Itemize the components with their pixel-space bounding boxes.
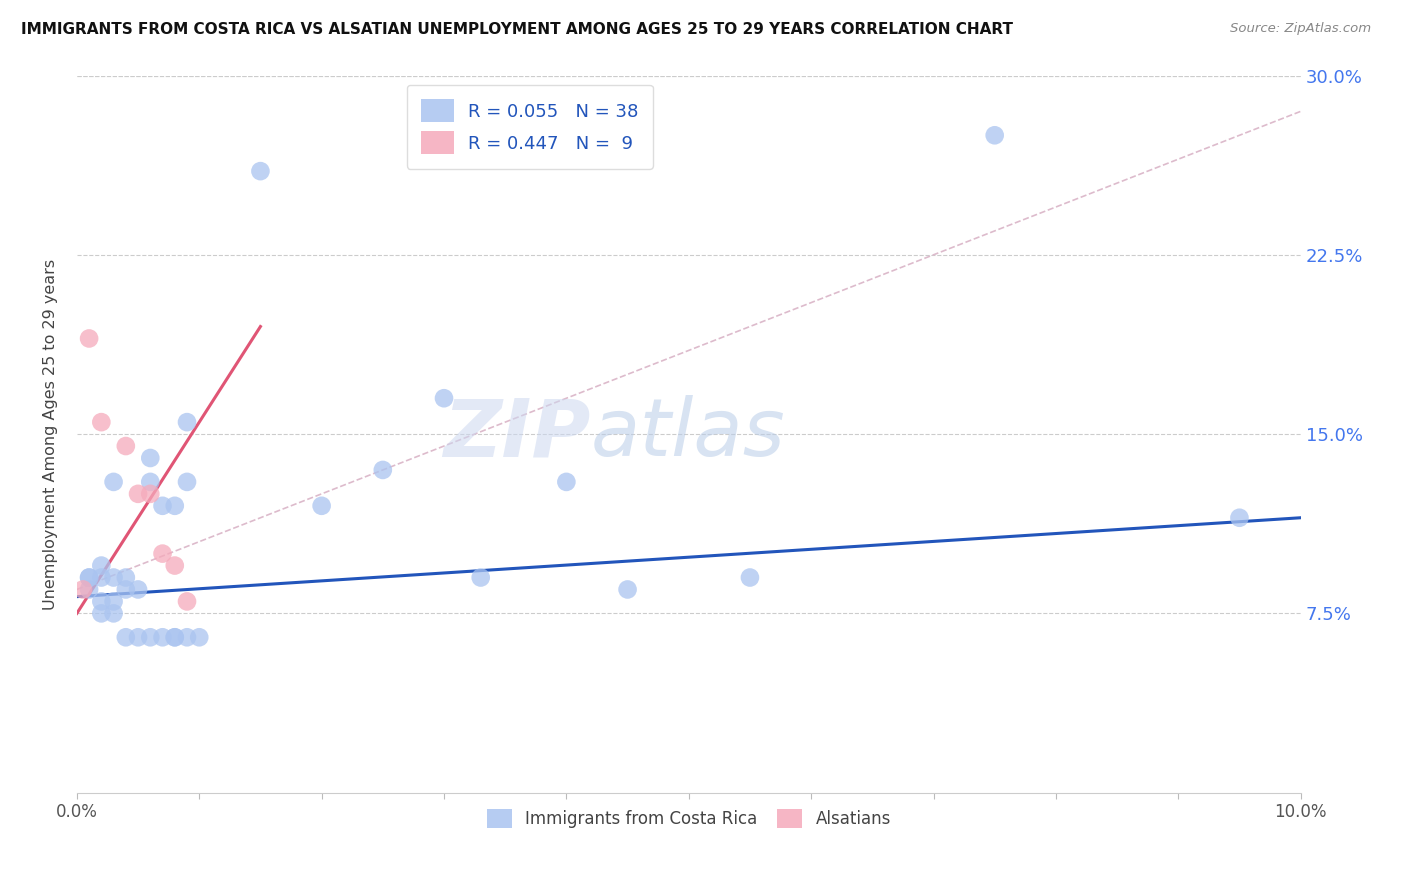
Point — [470, 570, 492, 584]
Point — [103, 594, 125, 608]
Point — [114, 630, 136, 644]
Point — [983, 128, 1005, 143]
Point — [152, 630, 174, 644]
Point — [152, 547, 174, 561]
Point — [127, 630, 149, 644]
Point — [90, 570, 112, 584]
Point — [163, 558, 186, 573]
Text: IMMIGRANTS FROM COSTA RICA VS ALSATIAN UNEMPLOYMENT AMONG AGES 25 TO 29 YEARS CO: IMMIGRANTS FROM COSTA RICA VS ALSATIAN U… — [21, 22, 1014, 37]
Point — [103, 475, 125, 489]
Point — [163, 630, 186, 644]
Point — [738, 570, 761, 584]
Point — [176, 475, 198, 489]
Point — [1229, 510, 1251, 524]
Point — [139, 475, 162, 489]
Y-axis label: Unemployment Among Ages 25 to 29 years: Unemployment Among Ages 25 to 29 years — [44, 259, 58, 609]
Point — [139, 630, 162, 644]
Point — [176, 594, 198, 608]
Point — [249, 164, 271, 178]
Point — [311, 499, 333, 513]
Point — [114, 439, 136, 453]
Point — [90, 415, 112, 429]
Point — [176, 415, 198, 429]
Text: atlas: atlas — [591, 395, 786, 473]
Text: ZIP: ZIP — [443, 395, 591, 473]
Point — [139, 487, 162, 501]
Point — [176, 630, 198, 644]
Point — [77, 570, 100, 584]
Legend: Immigrants from Costa Rica, Alsatians: Immigrants from Costa Rica, Alsatians — [479, 802, 897, 835]
Point — [103, 570, 125, 584]
Point — [555, 475, 578, 489]
Point — [90, 594, 112, 608]
Text: Source: ZipAtlas.com: Source: ZipAtlas.com — [1230, 22, 1371, 36]
Point — [114, 570, 136, 584]
Point — [139, 450, 162, 465]
Point — [103, 607, 125, 621]
Point — [127, 582, 149, 597]
Point — [77, 582, 100, 597]
Point — [90, 607, 112, 621]
Point — [114, 582, 136, 597]
Point — [188, 630, 211, 644]
Point — [163, 499, 186, 513]
Point — [616, 582, 638, 597]
Point — [72, 582, 94, 597]
Point — [163, 630, 186, 644]
Point — [371, 463, 394, 477]
Point — [77, 570, 100, 584]
Point — [77, 331, 100, 345]
Point — [90, 558, 112, 573]
Point — [152, 499, 174, 513]
Point — [127, 487, 149, 501]
Point — [433, 391, 456, 405]
